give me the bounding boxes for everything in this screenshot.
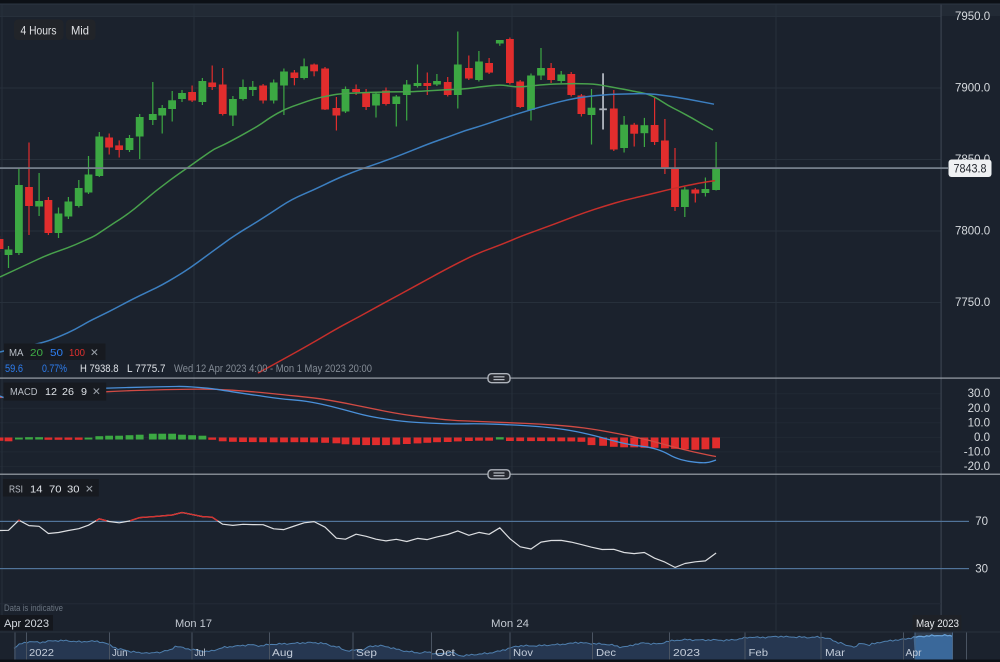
svg-text:L 7775.7: L 7775.7: [127, 363, 166, 375]
svg-text:30: 30: [975, 563, 988, 575]
svg-text:Mar: Mar: [825, 647, 846, 659]
svg-text:7843.8: 7843.8: [954, 162, 987, 176]
svg-text:2022: 2022: [29, 647, 54, 659]
svg-text:9: 9: [81, 386, 87, 398]
svg-text:May 2023: May 2023: [916, 618, 959, 630]
svg-text:100: 100: [69, 347, 85, 359]
svg-text:50: 50: [50, 347, 63, 359]
svg-text:-10.0: -10.0: [964, 446, 990, 458]
svg-text:Mon 24: Mon 24: [491, 618, 529, 630]
svg-text:30: 30: [67, 484, 80, 496]
svg-text:Apr: Apr: [906, 647, 922, 659]
svg-text:✕: ✕: [85, 484, 94, 496]
svg-text:Apr 2023: Apr 2023: [4, 618, 49, 630]
svg-text:Oct: Oct: [435, 647, 455, 659]
svg-text:7900.0: 7900.0: [955, 83, 990, 95]
svg-text:70: 70: [975, 516, 988, 528]
svg-text:MACD: MACD: [10, 386, 38, 398]
svg-text:Nov: Nov: [513, 647, 534, 659]
svg-text:✕: ✕: [92, 386, 101, 398]
svg-text:Data is indicative: Data is indicative: [4, 603, 63, 613]
svg-text:14: 14: [30, 484, 43, 496]
svg-text:20.0: 20.0: [968, 403, 990, 415]
svg-text:H 7938.8: H 7938.8: [80, 363, 119, 375]
svg-text:10.0: 10.0: [968, 417, 990, 429]
svg-text:0.0: 0.0: [974, 432, 990, 444]
svg-text:4 Hours: 4 Hours: [21, 23, 57, 37]
svg-text:Dec: Dec: [596, 647, 616, 659]
svg-text:Sep: Sep: [356, 647, 377, 659]
svg-text:7750.0: 7750.0: [955, 297, 990, 309]
svg-text:20: 20: [30, 347, 43, 359]
svg-text:2023: 2023: [673, 647, 700, 659]
svg-text:Aug: Aug: [272, 647, 293, 659]
svg-text:30.0: 30.0: [968, 388, 990, 400]
svg-text:RSI: RSI: [9, 484, 23, 496]
svg-text:7800.0: 7800.0: [955, 226, 990, 238]
svg-text:70: 70: [49, 484, 62, 496]
svg-text:0.77%: 0.77%: [42, 363, 67, 375]
svg-text:-20.0: -20.0: [964, 461, 990, 473]
svg-text:Mid: Mid: [71, 23, 89, 37]
svg-text:Jun: Jun: [112, 647, 128, 659]
svg-text:59.6: 59.6: [5, 363, 23, 375]
svg-text:Feb: Feb: [749, 647, 769, 659]
svg-text:7950.0: 7950.0: [955, 11, 990, 23]
svg-text:✕: ✕: [90, 347, 99, 359]
svg-text:Wed 12 Apr 2023 4:00 - Mon 1 M: Wed 12 Apr 2023 4:00 - Mon 1 May 2023 20…: [174, 363, 372, 375]
svg-text:12: 12: [45, 386, 57, 398]
svg-text:Jul: Jul: [195, 647, 206, 659]
svg-text:MA: MA: [9, 347, 24, 359]
svg-text:Mon 17: Mon 17: [175, 618, 212, 630]
svg-text:26: 26: [62, 386, 74, 398]
